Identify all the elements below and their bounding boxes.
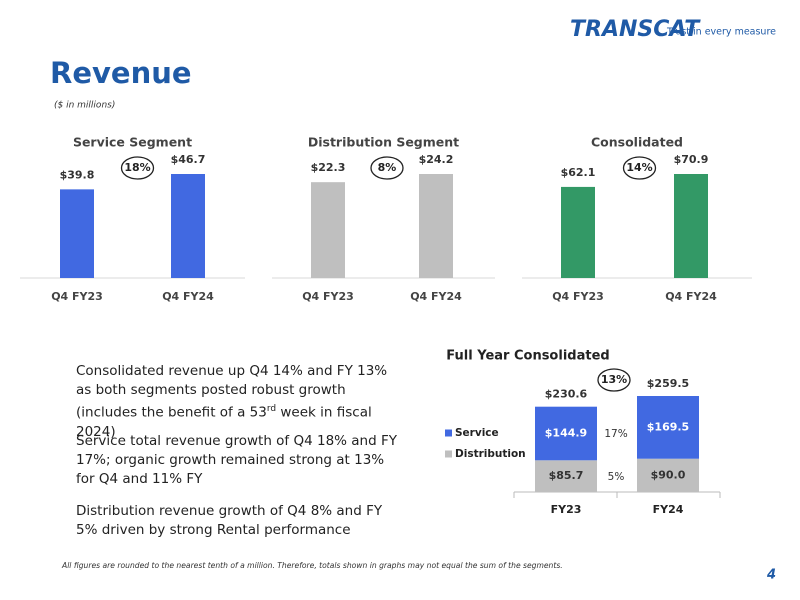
x-tick-label: Q4 FY23 xyxy=(302,290,354,303)
legend-swatch xyxy=(445,429,452,437)
bar xyxy=(561,186,595,278)
value-label: $24.2 xyxy=(419,153,454,166)
growth-label: 13% xyxy=(601,373,627,386)
bullet: Consolidated revenue up Q4 14% and FY 13… xyxy=(76,362,401,442)
legend-label: Service xyxy=(455,427,499,439)
chart-title: Service Segment xyxy=(73,135,192,150)
bullet-text: rd xyxy=(266,404,277,414)
bar-segment xyxy=(637,458,699,492)
bar xyxy=(311,182,345,278)
bar xyxy=(419,174,453,278)
bar-segment xyxy=(535,460,597,492)
legend-label: Distribution xyxy=(455,448,526,460)
footnote: All figures are rounded to the nearest t… xyxy=(61,561,563,570)
segment-growth: 5% xyxy=(608,471,625,483)
growth-badge xyxy=(120,156,155,180)
x-tick-label: Q4 FY24 xyxy=(665,290,717,303)
x-tick-label: Q4 FY24 xyxy=(410,290,462,303)
growth-label: 8% xyxy=(378,161,397,174)
bullet: Distribution revenue growth of Q4 8% and… xyxy=(76,502,401,540)
bullet-text: Service total revenue growth of Q4 18% a… xyxy=(76,433,397,487)
value-label: $85.7 xyxy=(549,469,584,482)
value-label: $39.8 xyxy=(60,168,95,181)
value-label: $22.3 xyxy=(311,161,346,174)
growth-badge xyxy=(597,368,631,392)
subtitle: ($ in millions) xyxy=(54,101,115,111)
chart-title: Consolidated xyxy=(591,135,683,150)
value-label: $90.0 xyxy=(651,468,686,481)
x-tick-label: Q4 FY23 xyxy=(51,290,103,303)
bullet: Service total revenue growth of Q4 18% a… xyxy=(76,432,401,489)
segment-growth: 17% xyxy=(604,428,627,440)
value-label: $46.7 xyxy=(171,153,206,166)
value-label: $62.1 xyxy=(561,166,596,179)
growth-label: 14% xyxy=(626,161,652,174)
x-tick-label: Q4 FY24 xyxy=(162,290,214,303)
bar xyxy=(60,189,94,278)
bar-segment xyxy=(637,396,699,459)
legend-swatch xyxy=(445,450,452,458)
bar xyxy=(674,174,708,278)
total-label: $230.6 xyxy=(545,388,588,401)
total-label: $259.5 xyxy=(647,377,689,390)
growth-badge xyxy=(370,156,404,180)
bar-segment xyxy=(535,406,597,461)
growth-badge xyxy=(622,156,657,180)
page-number: 4 xyxy=(766,568,776,583)
growth-label: 18% xyxy=(124,161,150,174)
x-tick-label: FY24 xyxy=(653,503,684,516)
bullet-text: week in fiscal 2024) xyxy=(76,404,372,440)
x-tick-label: Q4 FY23 xyxy=(552,290,604,303)
bullet-text: Consolidated revenue up Q4 14% and FY 13… xyxy=(76,363,388,421)
value-label: $169.5 xyxy=(647,420,689,433)
bullet-text: Distribution revenue growth of Q4 8% and… xyxy=(76,503,383,538)
x-tick-label: FY23 xyxy=(551,503,582,516)
tagline: Trust in every measure xyxy=(666,27,776,38)
bar xyxy=(171,174,205,278)
value-label: $70.9 xyxy=(674,153,709,166)
chart-title: Distribution Segment xyxy=(308,135,459,150)
slide-title: Revenue xyxy=(50,56,192,90)
logo: TRANSCAT xyxy=(570,17,701,42)
value-label: $144.9 xyxy=(545,426,587,439)
chart-title: Full Year Consolidated xyxy=(446,349,609,364)
